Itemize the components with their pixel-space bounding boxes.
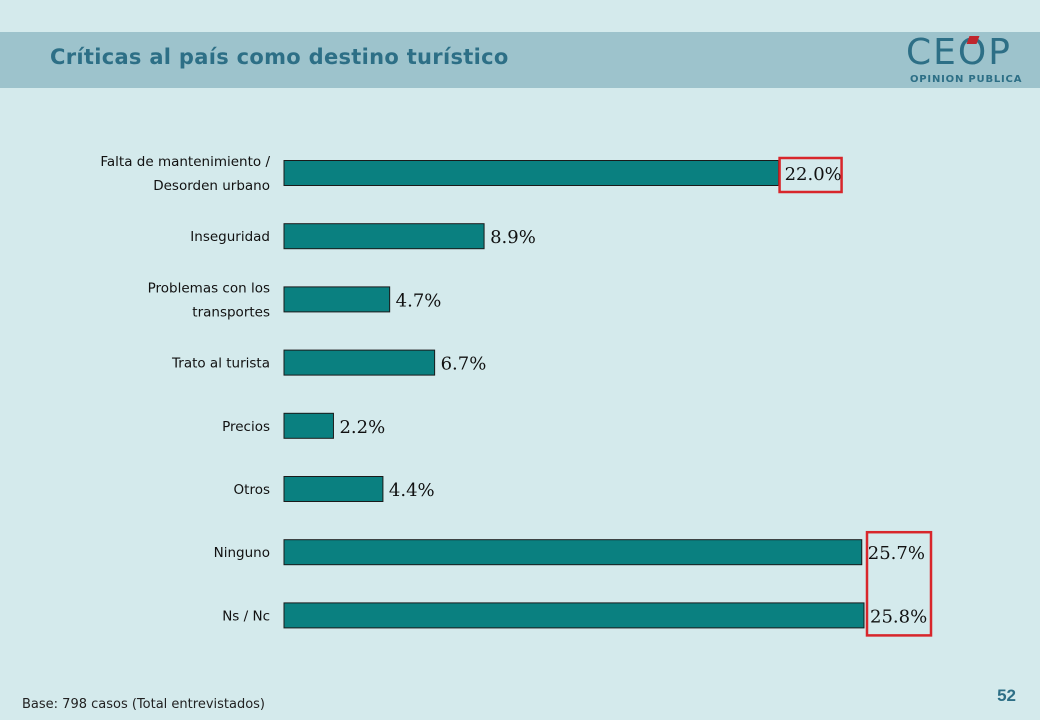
category-label: Trato al turista [171,356,270,372]
bar [283,539,863,566]
bar [283,476,384,502]
bar [283,223,485,250]
ceop-logo: CEOP OPINION PUBLICA [906,34,1028,88]
value-label: 6.7% [441,354,487,375]
value-label: 4.4% [389,480,435,501]
category-label: Falta de mantenimiento / [100,154,270,170]
category-label: Ninguno [214,545,270,561]
value-label: 25.7% [868,543,925,564]
value-label: 8.9% [490,227,536,248]
category-label: Precios [222,419,270,435]
logo-tagline: OPINION PUBLICA [910,74,1023,85]
highlight-box [865,530,933,637]
logo-wordmark: CEOP [906,32,1012,73]
value-label: 25.8% [870,606,927,627]
bar [283,602,865,629]
header-band [0,32,1040,88]
value-label: 4.7% [396,290,442,311]
base-note: Base: 798 casos (Total entrevistados) [22,697,266,712]
category-label: Inseguridad [190,229,270,245]
value-label: 22.0% [785,164,842,185]
highlight-box [778,156,843,194]
bar [283,160,780,186]
page-title: Críticas al país como destino turístico [50,45,509,69]
value-label: 2.2% [339,417,385,438]
page-number: 52 [997,686,1016,705]
bar [283,286,391,313]
category-label: Ns / Nc [222,608,270,624]
category-label: Desorden urbano [153,178,270,194]
category-label: Otros [234,482,270,498]
category-label: Problemas con los [148,280,270,296]
bar [283,349,436,376]
bar [283,412,334,439]
category-label: transportes [192,304,270,320]
